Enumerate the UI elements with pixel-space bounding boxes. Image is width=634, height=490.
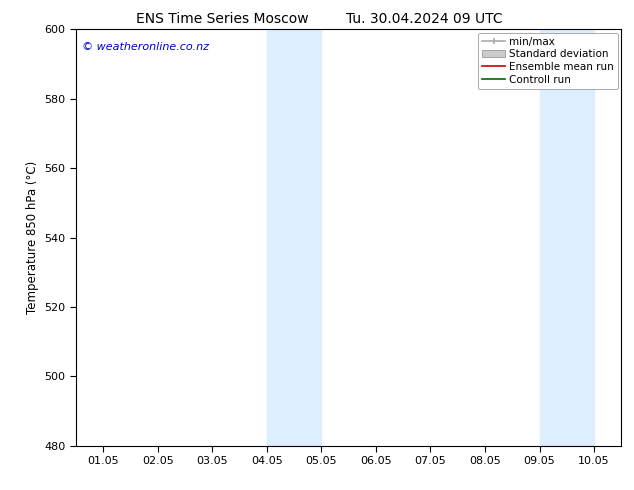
Bar bbox=[540, 29, 594, 446]
Text: © weatheronline.co.nz: © weatheronline.co.nz bbox=[82, 42, 209, 52]
Text: Tu. 30.04.2024 09 UTC: Tu. 30.04.2024 09 UTC bbox=[346, 12, 503, 26]
Y-axis label: Temperature 850 hPa (°C): Temperature 850 hPa (°C) bbox=[26, 161, 39, 314]
Text: ENS Time Series Moscow: ENS Time Series Moscow bbox=[136, 12, 308, 26]
Bar bbox=[267, 29, 321, 446]
Legend: min/max, Standard deviation, Ensemble mean run, Controll run: min/max, Standard deviation, Ensemble me… bbox=[478, 32, 618, 89]
